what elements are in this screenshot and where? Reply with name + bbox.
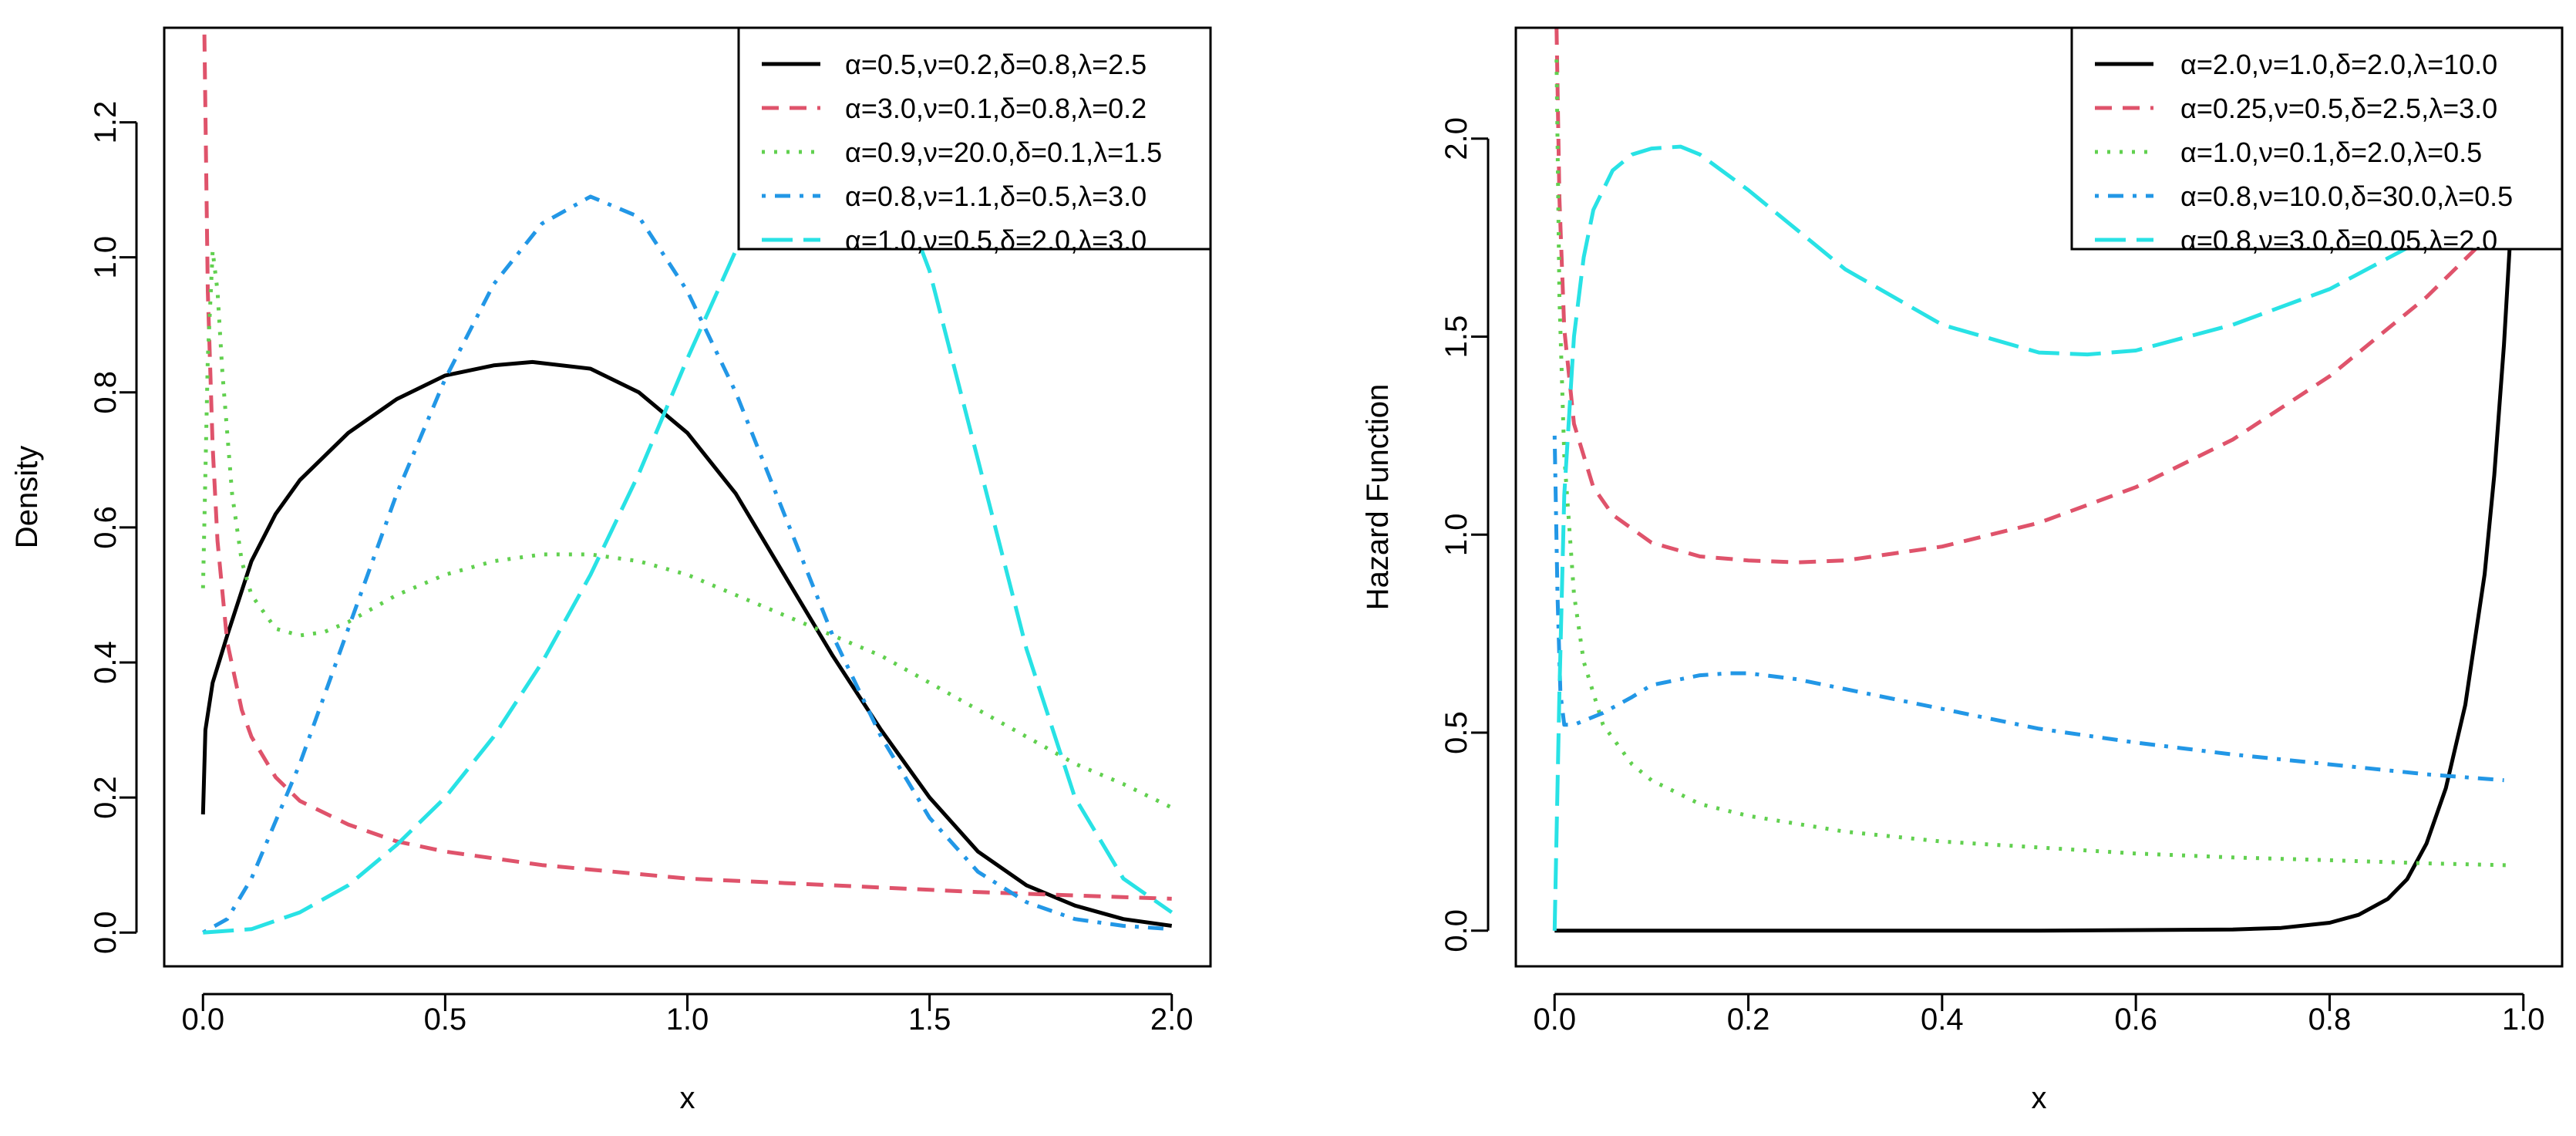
y-tick-label: 0.8 — [89, 371, 123, 414]
series-line-4 — [1552, 435, 2504, 783]
legend-label-5: α=1.0,ν=0.5,δ=2.0,λ=3.0 — [845, 224, 1147, 256]
series-line-2 — [202, 34, 1172, 901]
series-line-3 — [200, 248, 1173, 810]
y-tick-label: 0.0 — [89, 911, 123, 954]
y-tick-label: 1.2 — [89, 101, 123, 144]
y-tick-label: 1.0 — [1440, 513, 1473, 556]
density-panel: 0.0 0.5 1.0 1.5 2.0 0.0 0.2 0.4 0.6 0.8 1.0 1.2 x Den… — [10, 26, 1212, 1115]
legend-label-1: α=0.5,ν=0.2,δ=0.8,λ=2.5 — [845, 49, 1147, 80]
legend-label-4: α=0.8,ν=1.1,δ=0.5,λ=3.0 — [845, 180, 1147, 212]
y-tick-label: 0.0 — [1440, 909, 1473, 952]
x-tick-label: 0.2 — [1727, 1003, 1770, 1037]
series-line-5 — [203, 106, 1174, 935]
legend: α=0.5,ν=0.2,δ=0.8,λ=2.5 α=3.0,ν=0.1,δ=0.8… — [737, 26, 1212, 256]
plot-frame — [1514, 26, 2564, 968]
x-tick-label: 1.0 — [666, 1003, 709, 1037]
x-tick-label: 0.6 — [2114, 1003, 2157, 1037]
hazard-panel: 0.0 0.2 0.4 0.6 0.8 1.0 0.0 0.5 1.0 1.5 2.0 x Hazard… — [1361, 26, 2564, 1115]
y-tick-label: 0.4 — [89, 641, 123, 684]
series-group — [1552, 28, 2520, 933]
plot-frame — [163, 26, 1212, 968]
y-tick-label: 1.0 — [89, 236, 123, 279]
legend-label-2: α=0.25,ν=0.5,δ=2.5,λ=3.0 — [2180, 93, 2497, 124]
x-tick-label: 0.0 — [181, 1003, 224, 1037]
y-tick-label: 0.5 — [1440, 711, 1473, 754]
legend-label-1: α=2.0,ν=1.0,δ=2.0,λ=10.0 — [2180, 49, 2497, 80]
series-line-1 — [200, 359, 1173, 928]
x-axis-title: x — [680, 1081, 695, 1115]
y-tick-label: 0.6 — [89, 506, 123, 549]
y-tick-label: 0.2 — [89, 776, 123, 819]
series-group — [200, 34, 1174, 935]
x-tick-label: 0.8 — [2308, 1003, 2352, 1037]
y-tick-label: 2.0 — [1440, 117, 1473, 160]
x-tick-label: 1.5 — [908, 1003, 951, 1037]
y-tick-label: 1.5 — [1440, 315, 1473, 359]
legend-label-4: α=0.8,ν=10.0,δ=30.0,λ=0.5 — [2180, 180, 2513, 212]
series-line-2 — [1554, 28, 2515, 565]
x-tick-label: 1.0 — [2502, 1003, 2545, 1037]
legend: α=2.0,ν=1.0,δ=2.0,λ=10.0 α=0.25,ν=0.5,δ=2… — [2070, 26, 2564, 256]
x-tick-label: 0.4 — [1921, 1003, 1964, 1037]
legend-label-3: α=0.9,ν=20.0,δ=0.1,λ=1.5 — [845, 137, 1162, 168]
series-line-4 — [202, 194, 1172, 935]
legend-label-3: α=1.0,ν=0.1,δ=2.0,λ=0.5 — [2180, 137, 2482, 168]
legend-label-2: α=3.0,ν=0.1,δ=0.8,λ=0.2 — [845, 93, 1147, 124]
y-axis-title: Hazard Function — [1361, 384, 1395, 610]
x-tick-label: 0.5 — [424, 1003, 467, 1037]
series-line-5 — [1552, 144, 2515, 931]
legend-label-5: α=0.8,ν=3.0,δ=0.05,λ=2.0 — [2180, 224, 2497, 256]
y-axis-title: Density — [10, 446, 44, 548]
x-tick-label: 0.0 — [1533, 1003, 1576, 1037]
x-axis-title: x — [2032, 1081, 2047, 1115]
legend-box — [737, 26, 1212, 251]
x-tick-label: 2.0 — [1150, 1003, 1194, 1037]
